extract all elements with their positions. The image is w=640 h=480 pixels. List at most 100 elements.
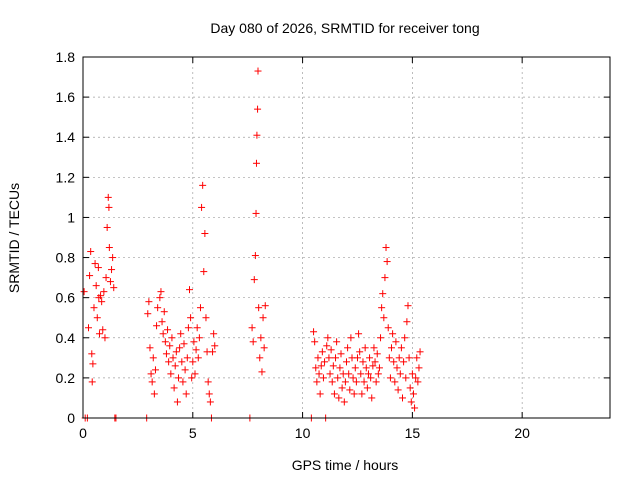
data-point	[88, 378, 96, 386]
data-point	[318, 348, 326, 356]
data-point	[377, 334, 385, 342]
y-tick-label: 1	[67, 209, 75, 225]
data-point	[84, 324, 92, 332]
data-point	[252, 209, 260, 217]
data-point	[100, 288, 108, 296]
data-point	[329, 362, 337, 370]
data-point	[88, 350, 96, 358]
data-point	[187, 314, 195, 322]
data-point	[94, 264, 102, 272]
data-point	[391, 378, 399, 386]
data-point	[337, 350, 345, 358]
data-point	[176, 344, 184, 352]
data-point	[414, 378, 422, 386]
data-point	[148, 378, 156, 386]
x-axis-label: GPS time / hours	[292, 457, 399, 473]
data-point	[352, 378, 360, 386]
data-point	[340, 398, 348, 406]
data-point	[390, 358, 398, 366]
data-point	[321, 358, 329, 366]
data-point	[351, 364, 359, 372]
data-point	[201, 229, 209, 237]
data-point	[191, 370, 199, 378]
data-point	[366, 354, 374, 362]
data-point	[198, 203, 206, 211]
data-point	[413, 354, 421, 362]
data-point	[375, 364, 383, 372]
data-point	[311, 338, 319, 346]
data-point	[250, 276, 258, 284]
data-point	[404, 302, 412, 310]
data-point	[102, 274, 110, 282]
data-point	[169, 354, 177, 362]
data-point	[173, 398, 181, 406]
data-point	[353, 354, 361, 362]
data-point	[333, 338, 341, 346]
data-point	[416, 348, 424, 356]
data-point	[316, 390, 324, 398]
data-point	[257, 334, 265, 342]
data-point	[395, 354, 403, 362]
data-point	[346, 386, 354, 394]
data-point	[379, 290, 387, 298]
data-point	[164, 326, 172, 334]
data-point	[384, 324, 392, 332]
data-point	[254, 67, 262, 75]
data-point	[193, 324, 201, 332]
data-point	[160, 308, 168, 316]
data-point	[357, 370, 365, 378]
data-point	[194, 354, 202, 362]
data-point	[196, 304, 204, 312]
data-point	[188, 374, 196, 382]
data-point	[315, 370, 323, 378]
data-point	[386, 374, 394, 382]
grid	[83, 57, 610, 418]
x-tick-label: 10	[295, 425, 311, 441]
data-point	[411, 404, 419, 412]
data-point	[328, 378, 336, 386]
data-point	[249, 338, 257, 346]
data-point	[165, 358, 173, 366]
data-point	[314, 354, 322, 362]
data-point	[394, 386, 402, 394]
data-point	[402, 374, 410, 382]
x-tick-label: 5	[189, 425, 197, 441]
data-point	[182, 390, 190, 398]
data-point	[185, 286, 193, 294]
data-point	[345, 370, 353, 378]
data-point	[255, 304, 263, 312]
data-point	[183, 354, 191, 362]
data-point	[341, 378, 349, 386]
data-point	[179, 378, 187, 386]
data-point	[363, 384, 371, 392]
data-point	[401, 334, 409, 342]
data-point	[110, 284, 118, 292]
data-point	[369, 362, 377, 370]
data-point	[167, 370, 175, 378]
data-point	[251, 252, 259, 260]
data-point	[356, 348, 364, 356]
y-tick-label: 1.2	[56, 169, 76, 185]
data-point	[408, 370, 416, 378]
data-point	[326, 370, 334, 378]
data-point	[332, 354, 340, 362]
data-point	[412, 374, 420, 382]
data-point	[189, 358, 197, 366]
data-point	[393, 364, 401, 372]
data-point	[170, 384, 178, 392]
data-point	[388, 344, 396, 352]
data-point	[162, 350, 170, 358]
data-point	[382, 244, 390, 252]
x-tick-label: 0	[79, 425, 87, 441]
data-point	[324, 334, 332, 342]
data-point	[95, 330, 103, 338]
data-point	[154, 304, 162, 312]
data-point	[355, 330, 363, 338]
data-point	[144, 310, 152, 318]
data-point	[159, 330, 167, 338]
data-point	[178, 358, 186, 366]
data-point	[347, 334, 355, 342]
data-point	[105, 244, 113, 252]
data-point	[93, 314, 101, 322]
data-point	[261, 302, 269, 310]
